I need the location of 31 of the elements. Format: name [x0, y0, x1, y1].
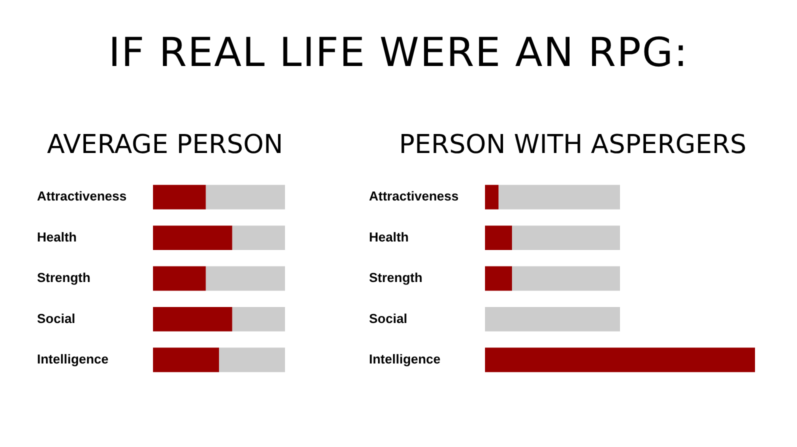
bar: [485, 184, 498, 210]
y-tick-label: Strength: [369, 270, 422, 286]
y-tick-label: Health: [37, 229, 77, 244]
y-tick-label: Attractiveness: [369, 188, 459, 204]
bar: [232, 306, 285, 332]
bar: [485, 348, 755, 372]
bar: [512, 226, 620, 250]
bar: [153, 226, 232, 250]
bar: [512, 266, 620, 291]
y-tick-label: Strength: [37, 270, 90, 286]
bar: [206, 266, 285, 291]
y-tick-label: Health: [369, 229, 409, 244]
bar: [153, 266, 206, 291]
y-tick-label: Social: [37, 310, 76, 326]
bar: [153, 184, 206, 210]
y-tick-label: Social: [369, 310, 408, 326]
bar: [153, 306, 232, 332]
bar: [153, 348, 219, 372]
bar: [232, 226, 285, 250]
text: IF REAL LIFE WERE AN RPG:: [107, 30, 690, 76]
y-tick-label: Intelligence: [369, 351, 441, 366]
bar: [485, 226, 512, 250]
bar: [485, 306, 620, 332]
y-tick-label: Intelligence: [37, 351, 109, 366]
y-tick-label: Attractiveness: [37, 188, 127, 204]
bar: [498, 184, 620, 210]
bar: [485, 266, 512, 291]
bar: [206, 184, 285, 210]
bar: [219, 348, 285, 372]
chart-subtitle: AVERAGE PERSON: [46, 130, 284, 162]
chart-title: PERSON WITH ASPERGERS: [398, 130, 748, 162]
